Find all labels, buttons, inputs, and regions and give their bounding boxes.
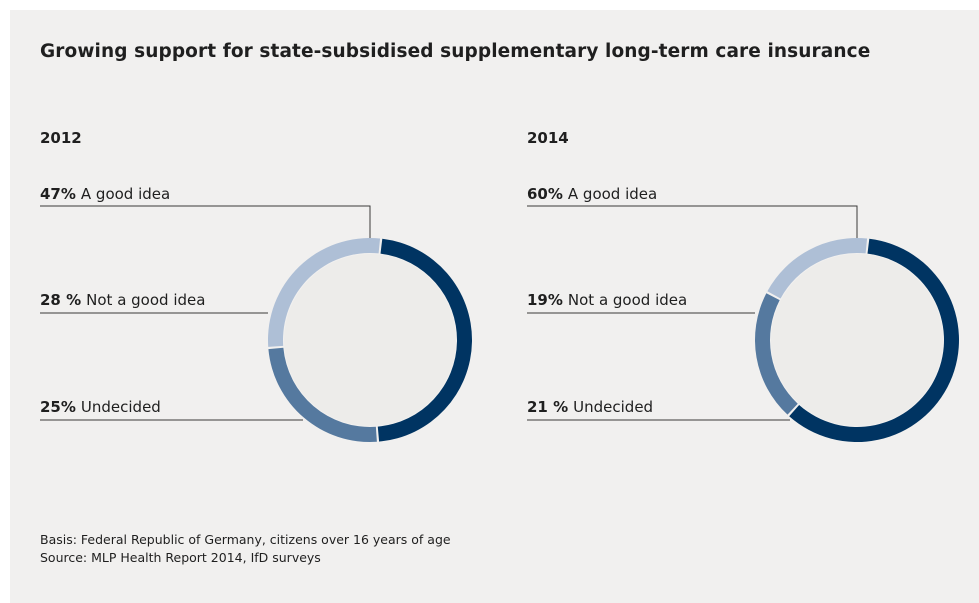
label-2012-not-good-idea: 28 % Not a good idea <box>40 291 205 309</box>
label-2014-not-good-idea: 19% Not a good idea <box>527 291 687 309</box>
donut-center-2014 <box>771 254 943 426</box>
year-label-2012: 2012 <box>40 129 82 147</box>
text-2014-undecided: Undecided <box>573 398 654 416</box>
leader-lines <box>40 205 858 421</box>
slice-2014-undecided <box>755 293 798 415</box>
donut-2012 <box>267 237 473 442</box>
slice-2012-undecided <box>268 347 377 442</box>
slice-2012-a-good-idea <box>377 238 473 442</box>
leader-2014-good-idea <box>527 205 858 238</box>
pct-2012-good-idea: 47% <box>40 185 76 203</box>
pct-2014-good-idea: 60% <box>527 185 563 203</box>
label-2012-undecided: 25% Undecided <box>40 398 161 416</box>
text-2014-not-good-idea: Not a good idea <box>567 291 688 309</box>
text-2012-not-good-idea: Not a good idea <box>86 291 206 309</box>
text-2014-good-idea: A good idea <box>567 185 658 203</box>
chart-panel: Growing support for state-subsidised sup… <box>10 10 979 603</box>
label-2012-good-idea: 47% A good idea <box>40 185 170 203</box>
text-2012-undecided: Undecided <box>80 398 161 416</box>
label-2014-good-idea: 60% A good idea <box>527 185 657 203</box>
footer-source: Source: MLP Health Report 2014, IfD surv… <box>40 550 321 565</box>
leader-2012-good-idea <box>40 205 371 238</box>
chart-footer: Basis: Federal Republic of Germany, citi… <box>40 531 451 567</box>
donut-charts-svg <box>40 205 960 443</box>
pct-2012-not-good-idea: 28 % <box>40 291 82 309</box>
donut-center-2012 <box>284 254 456 426</box>
pct-2012-undecided: 25% <box>40 398 76 416</box>
footer-basis: Basis: Federal Republic of Germany, citi… <box>40 532 451 547</box>
slice-2014-not-a-good-idea <box>767 237 868 299</box>
chart-title: Growing support for state-subsidised sup… <box>40 41 871 62</box>
label-2014-undecided: 21 % Undecided <box>527 398 653 416</box>
pct-2014-not-good-idea: 19% <box>527 291 563 309</box>
slice-2012-not-a-good-idea <box>267 237 381 347</box>
pct-2014-undecided: 21 % <box>527 398 569 416</box>
slice-2014-a-good-idea <box>789 238 960 443</box>
donut-2014 <box>755 237 960 443</box>
text-2012-good-idea: A good idea <box>80 185 171 203</box>
year-label-2014: 2014 <box>527 129 569 147</box>
